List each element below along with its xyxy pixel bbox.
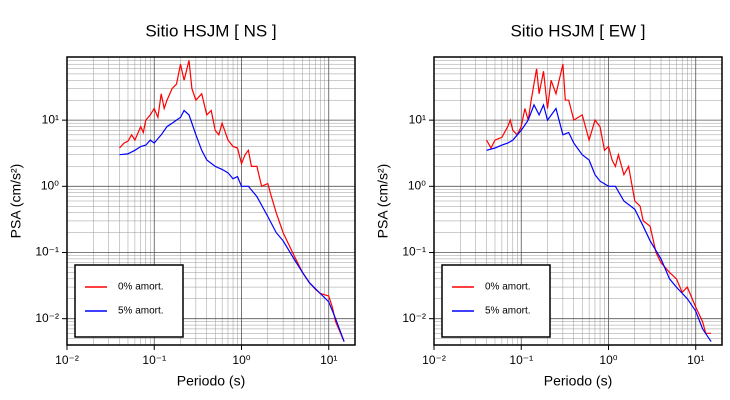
x-tick-label: 10⁻¹: [142, 353, 166, 367]
y-axis-label: PSA (cm/s²): [375, 164, 391, 239]
series-line: [119, 60, 345, 342]
y-axis-label: PSA (cm/s²): [8, 164, 24, 239]
x-tick-label: 10⁻²: [55, 353, 79, 367]
x-tick-label: 10¹: [687, 353, 704, 367]
legend-label: 5% amort.: [485, 306, 531, 317]
chart-title: Sitio HSJM [ NS ]: [145, 21, 276, 40]
y-tick-label: 10⁰: [408, 178, 426, 192]
series-line: [486, 103, 712, 342]
x-axis-label: Periodo (s): [177, 373, 245, 389]
x-tick-label: 10⁻²: [422, 353, 446, 367]
legend-box: [74, 264, 184, 338]
legend-box: [441, 264, 551, 338]
plot-frame: [433, 56, 723, 346]
chart-title: Sitio HSJM [ EW ]: [510, 21, 645, 40]
x-tick-label: 10⁰: [232, 353, 250, 367]
y-tick-label: 10⁻²: [35, 311, 59, 325]
legend-label: 0% amort.: [118, 282, 164, 293]
panel: Sitio HSJM [ EW ] 10⁻² 10⁻¹ 10⁰ 10¹ 10⁻² 10⁻¹ 1…: [375, 21, 723, 389]
series-line: [119, 109, 345, 342]
y-tick-label: 10⁻¹: [402, 245, 426, 259]
y-tick-label: 10⁰: [41, 178, 59, 192]
y-tick-label: 10⁻²: [402, 311, 426, 325]
x-axis-label: Periodo (s): [544, 373, 612, 389]
y-tick-label: 10⁻¹: [35, 245, 59, 259]
panel: Sitio HSJM [ NS ] 10⁻² 10⁻¹ 10⁰ 10¹ 10⁻² 10⁻¹ 1…: [8, 21, 356, 389]
legend-label: 0% amort.: [485, 282, 531, 293]
plot-frame: [66, 56, 356, 346]
y-tick-label: 10¹: [42, 112, 59, 126]
x-tick-label: 10¹: [320, 353, 337, 367]
x-tick-label: 10⁰: [599, 353, 617, 367]
x-tick-label: 10⁻¹: [509, 353, 533, 367]
legend-label: 5% amort.: [118, 306, 164, 317]
y-tick-label: 10¹: [409, 112, 426, 126]
